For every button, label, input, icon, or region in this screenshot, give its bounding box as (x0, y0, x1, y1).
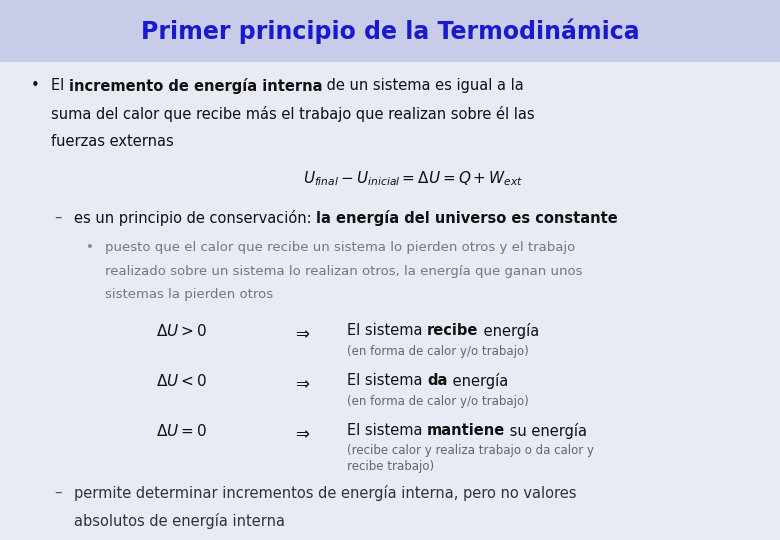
Text: (en forma de calor y/o trabajo): (en forma de calor y/o trabajo) (347, 395, 529, 408)
Text: incremento de energía interna: incremento de energía interna (69, 78, 322, 94)
Text: •: • (86, 241, 94, 254)
Text: (en forma de calor y/o trabajo): (en forma de calor y/o trabajo) (347, 345, 529, 358)
Text: (recibe calor y realiza trabajo o da calor y: (recibe calor y realiza trabajo o da cal… (347, 444, 594, 457)
Text: $\Delta U=0$: $\Delta U=0$ (156, 423, 207, 439)
Text: El: El (51, 78, 69, 93)
Text: $\Delta U>0$: $\Delta U>0$ (156, 323, 207, 340)
Text: –: – (55, 210, 62, 225)
Text: energía: energía (448, 373, 508, 389)
Text: $\Rightarrow$: $\Rightarrow$ (292, 374, 311, 392)
FancyBboxPatch shape (0, 0, 780, 62)
Text: –: – (55, 485, 62, 500)
Text: absolutos de energía interna: absolutos de energía interna (74, 513, 285, 529)
Text: su energía: su energía (505, 423, 587, 439)
Text: $\Delta U<0$: $\Delta U<0$ (156, 373, 207, 389)
Text: puesto que el calor que recibe un sistema lo pierden otros y el trabajo: puesto que el calor que recibe un sistem… (105, 241, 576, 254)
Text: energía: energía (479, 323, 539, 340)
Text: Primer principio de la Termodinámica: Primer principio de la Termodinámica (140, 18, 640, 44)
Text: recibe trabajo): recibe trabajo) (347, 460, 434, 472)
Text: mantiene: mantiene (427, 423, 505, 438)
Text: $U_{final}-U_{inicial}=\Delta U=Q+W_{ext}$: $U_{final}-U_{inicial}=\Delta U=Q+W_{ext… (303, 170, 523, 188)
Text: realizado sobre un sistema lo realizan otros, la energía que ganan unos: realizado sobre un sistema lo realizan o… (105, 265, 583, 278)
Text: El sistema: El sistema (347, 423, 427, 438)
Text: da: da (427, 373, 448, 388)
Text: es un principio de conservación:: es un principio de conservación: (74, 210, 317, 226)
Text: recibe: recibe (427, 323, 479, 339)
Text: $\Rightarrow$: $\Rightarrow$ (292, 325, 311, 342)
Text: El sistema: El sistema (347, 323, 427, 339)
Text: •: • (31, 78, 40, 93)
Text: $\Rightarrow$: $\Rightarrow$ (292, 424, 311, 442)
Text: fuerzas externas: fuerzas externas (51, 134, 173, 150)
Text: suma del calor que recibe más el trabajo que realizan sobre él las: suma del calor que recibe más el trabajo… (51, 106, 534, 123)
Text: la energía del universo es constante: la energía del universo es constante (317, 210, 618, 226)
Text: de un sistema es igual a la: de un sistema es igual a la (322, 78, 524, 93)
Text: sistemas la pierden otros: sistemas la pierden otros (105, 288, 274, 301)
Text: El sistema: El sistema (347, 373, 427, 388)
Text: permite determinar incrementos de energía interna, pero no valores: permite determinar incrementos de energí… (74, 485, 576, 501)
